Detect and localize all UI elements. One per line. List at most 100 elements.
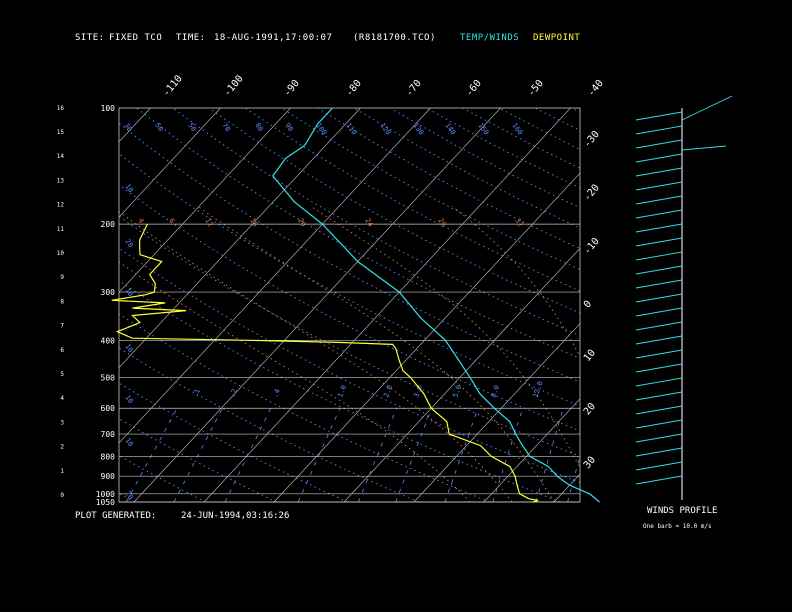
dry-adiabat-label: 10	[123, 394, 134, 406]
mixing-ratio-line	[357, 408, 397, 502]
height-label: 2	[60, 444, 64, 451]
wind-barb	[635, 447, 683, 457]
wind-barb	[635, 307, 683, 317]
height-label: 6	[60, 347, 64, 354]
time-value: 18-AUG-1991,17:00:07	[214, 33, 333, 43]
isotherm-line	[119, 108, 361, 369]
pressure-label: 600	[101, 404, 116, 413]
wind-barb	[635, 251, 683, 261]
theta-label: 120	[378, 122, 392, 137]
theta-label: 110	[344, 122, 358, 137]
theta-e-label: 24	[363, 217, 374, 228]
dry-adiabat	[498, 108, 580, 150]
wind-barb	[635, 461, 683, 471]
barb-scale-note: One barb = 10.0 m/s	[643, 523, 712, 530]
mixing-ratio-label: 1.0	[336, 384, 348, 399]
height-label: 5	[60, 371, 64, 378]
wind-barb	[635, 293, 683, 303]
pressure-label: 1050	[96, 498, 115, 507]
wind-barb	[681, 145, 727, 151]
isotherm-label: 30	[582, 455, 598, 471]
pressure-label: 700	[101, 430, 116, 439]
height-label: 14	[57, 153, 65, 160]
mixing-ratio-line	[173, 408, 223, 502]
wind-barb	[635, 111, 683, 121]
wind-barb	[635, 265, 683, 275]
isotherm-line	[119, 108, 431, 444]
height-label: 12	[57, 202, 65, 209]
height-label: 15	[57, 129, 65, 136]
height-label: 9	[60, 274, 64, 281]
dew-legend: DEWPOINT	[533, 33, 581, 43]
mixing-ratio-line	[297, 408, 341, 502]
mixing-ratio-label: .2	[228, 388, 238, 399]
isotherm-label: -100	[222, 73, 246, 99]
mixing-ratio-label: 5.0	[451, 384, 463, 399]
dry-adiabat-label: 10	[123, 287, 134, 299]
isotherm-line	[0, 108, 10, 502]
isotherm-line	[343, 247, 580, 502]
mixing-ratio-line	[444, 408, 479, 502]
isotherm-line	[133, 108, 501, 502]
wind-barb	[635, 209, 683, 219]
isotherm-label: -110	[161, 73, 185, 99]
isotherm-line	[273, 172, 580, 502]
theta-label: 100	[314, 122, 328, 137]
wind-barb	[635, 377, 683, 387]
plot-area	[0, 108, 792, 502]
theta-label: 80	[253, 122, 264, 134]
height-label: 10	[57, 250, 65, 257]
isotherm-label: -40	[586, 78, 606, 99]
dry-adiabat-label: 10	[123, 183, 134, 195]
wind-barb	[635, 475, 683, 485]
height-label: 3	[60, 419, 64, 426]
theta-label: 30	[122, 122, 133, 134]
pressure-label: 300	[101, 288, 116, 297]
moist-adiabat	[119, 261, 471, 502]
wind-barb	[635, 125, 683, 135]
theta-label: 130	[411, 122, 425, 137]
pressure-label: 800	[101, 452, 116, 461]
isotherm-label: 10	[582, 348, 598, 364]
dry-adiabat	[317, 108, 580, 250]
isotherm-label: 20	[582, 401, 598, 417]
dry-adiabat	[281, 108, 580, 271]
height-label: 8	[60, 298, 64, 305]
isotherm-label: 0	[582, 299, 594, 311]
moist-adiabat	[310, 206, 580, 470]
moist-adiabat	[197, 206, 555, 502]
dry-adiabat-label: 10	[123, 343, 134, 355]
mixing-ratio-line	[492, 408, 524, 502]
height-label: 13	[57, 177, 65, 184]
file-id: (R8181700.TCO)	[353, 33, 436, 43]
isotherm-label: -30	[582, 129, 602, 150]
mixing-ratio-line	[395, 408, 432, 502]
dry-adiabat	[119, 184, 580, 432]
mixing-ratio-line	[125, 408, 178, 502]
wind-barb	[681, 95, 733, 121]
theta-e-label: 4	[136, 217, 145, 225]
dry-adiabat	[534, 108, 580, 131]
height-label: 0	[60, 492, 64, 499]
wind-barb	[635, 433, 683, 443]
wind-barb	[635, 335, 683, 345]
dry-adiabat-label: 20	[123, 490, 134, 502]
moist-adiabat	[119, 210, 513, 502]
isotherm-line	[624, 108, 792, 502]
time-label: TIME:	[176, 33, 206, 43]
wind-barb	[635, 279, 683, 289]
site-value: FIXED TCO	[109, 33, 163, 43]
mixing-ratio-label: .1	[191, 388, 201, 399]
height-label: 4	[60, 395, 64, 402]
dry-adiabat	[353, 108, 580, 229]
pressure-label: 400	[101, 336, 116, 345]
pressure-label: 500	[101, 374, 116, 383]
isotherm-line	[764, 108, 792, 502]
temperature-profile	[272, 107, 600, 503]
mixing-ratio-label: 3.0	[412, 384, 424, 399]
pressure-label: 900	[101, 472, 116, 481]
theta-label: 50	[153, 122, 164, 134]
wind-barb	[635, 419, 683, 429]
dry-adiabat	[119, 280, 561, 502]
theta-e-label: 12	[203, 217, 214, 228]
